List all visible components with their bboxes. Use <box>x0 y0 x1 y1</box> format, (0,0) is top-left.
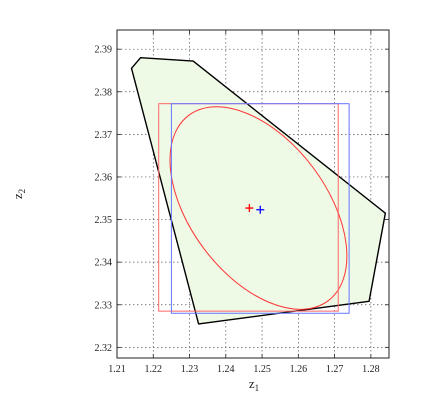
x-tick-label: 1.28 <box>362 364 380 375</box>
x-tick-label: 1.27 <box>326 364 344 375</box>
y-tick-label: 2.33 <box>95 300 113 311</box>
y-axis-label: z2 <box>10 189 27 199</box>
y-tick-label: 2.39 <box>95 45 113 56</box>
y-tick-label: 2.38 <box>95 87 113 98</box>
y-tick-label: 2.35 <box>95 215 113 226</box>
axes-frame <box>116 29 390 359</box>
x-axis-label-sub: 1 <box>255 383 260 393</box>
red-plus-marker <box>245 204 254 213</box>
x-tick-label: 1.23 <box>181 364 199 375</box>
x-axis-label: z1 <box>249 376 259 393</box>
plot-frame <box>116 29 390 359</box>
confidence-ellipse <box>169 106 348 310</box>
y-tick-label: 2.32 <box>95 343 113 354</box>
x-tick-label: 1.21 <box>108 364 126 375</box>
blue-bounding-box <box>170 103 350 314</box>
blue-plus-marker <box>256 205 265 214</box>
y-tick-label: 2.37 <box>95 130 113 141</box>
x-tick-label: 1.26 <box>290 364 308 375</box>
x-tick-label: 1.22 <box>145 364 163 375</box>
x-tick-label: 1.25 <box>253 364 271 375</box>
y-tick-label: 2.34 <box>95 258 113 269</box>
y-tick-label: 2.36 <box>95 172 113 183</box>
y-axis-label-sub: 2 <box>17 189 27 194</box>
y-axis-label-base: z <box>10 193 25 199</box>
x-tick-label: 1.24 <box>217 364 235 375</box>
series-layer <box>130 56 387 325</box>
hull-polygon <box>130 56 387 325</box>
x-axis-label-base: z <box>249 376 255 391</box>
tick-labels: 1.21 1.22 1.23 1.24 1.25 1.26 1.27 1.28 2.32 2.33… <box>95 45 380 375</box>
